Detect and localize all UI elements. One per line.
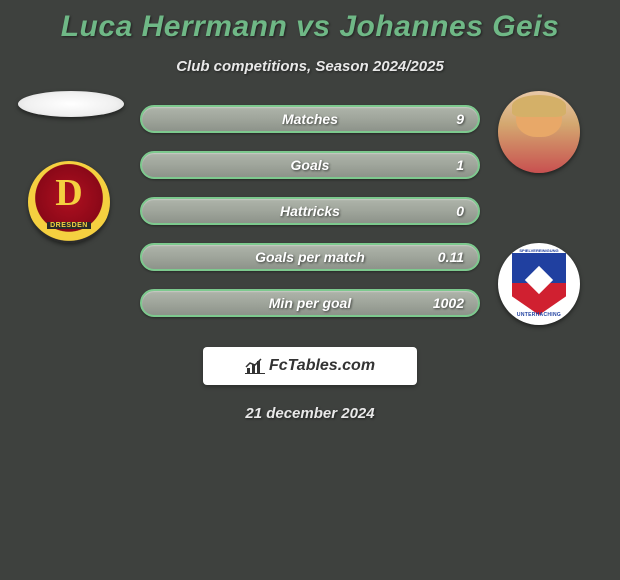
subtitle: Club competitions, Season 2024/2025 bbox=[0, 58, 620, 75]
club-right-logo: SPIELVEREINIGUNG bbox=[498, 243, 580, 325]
stat-row-goals: Goals 1 bbox=[140, 151, 480, 179]
stat-row-hattricks: Hattricks 0 bbox=[140, 197, 480, 225]
club-right-top-text: SPIELVEREINIGUNG bbox=[498, 248, 580, 253]
date-label: 21 december 2024 bbox=[0, 405, 620, 422]
player-right-photo bbox=[498, 91, 580, 173]
player-left-photo bbox=[18, 91, 124, 117]
brand-label: FcTables.com bbox=[269, 357, 375, 375]
comparison-panel: SPIELVEREINIGUNG Matches 9 Goals 1 Hattr… bbox=[0, 105, 620, 335]
stat-value-right: 0.11 bbox=[438, 249, 464, 265]
stat-label: Hattricks bbox=[280, 203, 340, 219]
stat-row-matches: Matches 9 bbox=[140, 105, 480, 133]
stat-label: Goals bbox=[291, 157, 330, 173]
stat-value-right: 1 bbox=[456, 157, 464, 173]
stat-value-right: 0 bbox=[456, 203, 464, 219]
stat-row-goals-per-match: Goals per match 0.11 bbox=[140, 243, 480, 271]
stat-label: Matches bbox=[282, 111, 338, 127]
stat-label: Goals per match bbox=[255, 249, 365, 265]
stat-label: Min per goal bbox=[269, 295, 351, 311]
stat-value-right: 1002 bbox=[433, 295, 464, 311]
chart-icon bbox=[245, 358, 265, 374]
brand-badge[interactable]: FcTables.com bbox=[203, 347, 417, 385]
stat-row-min-per-goal: Min per goal 1002 bbox=[140, 289, 480, 317]
page-title: Luca Herrmann vs Johannes Geis bbox=[0, 0, 620, 44]
club-left-logo bbox=[28, 161, 110, 243]
stat-value-right: 9 bbox=[456, 111, 464, 127]
